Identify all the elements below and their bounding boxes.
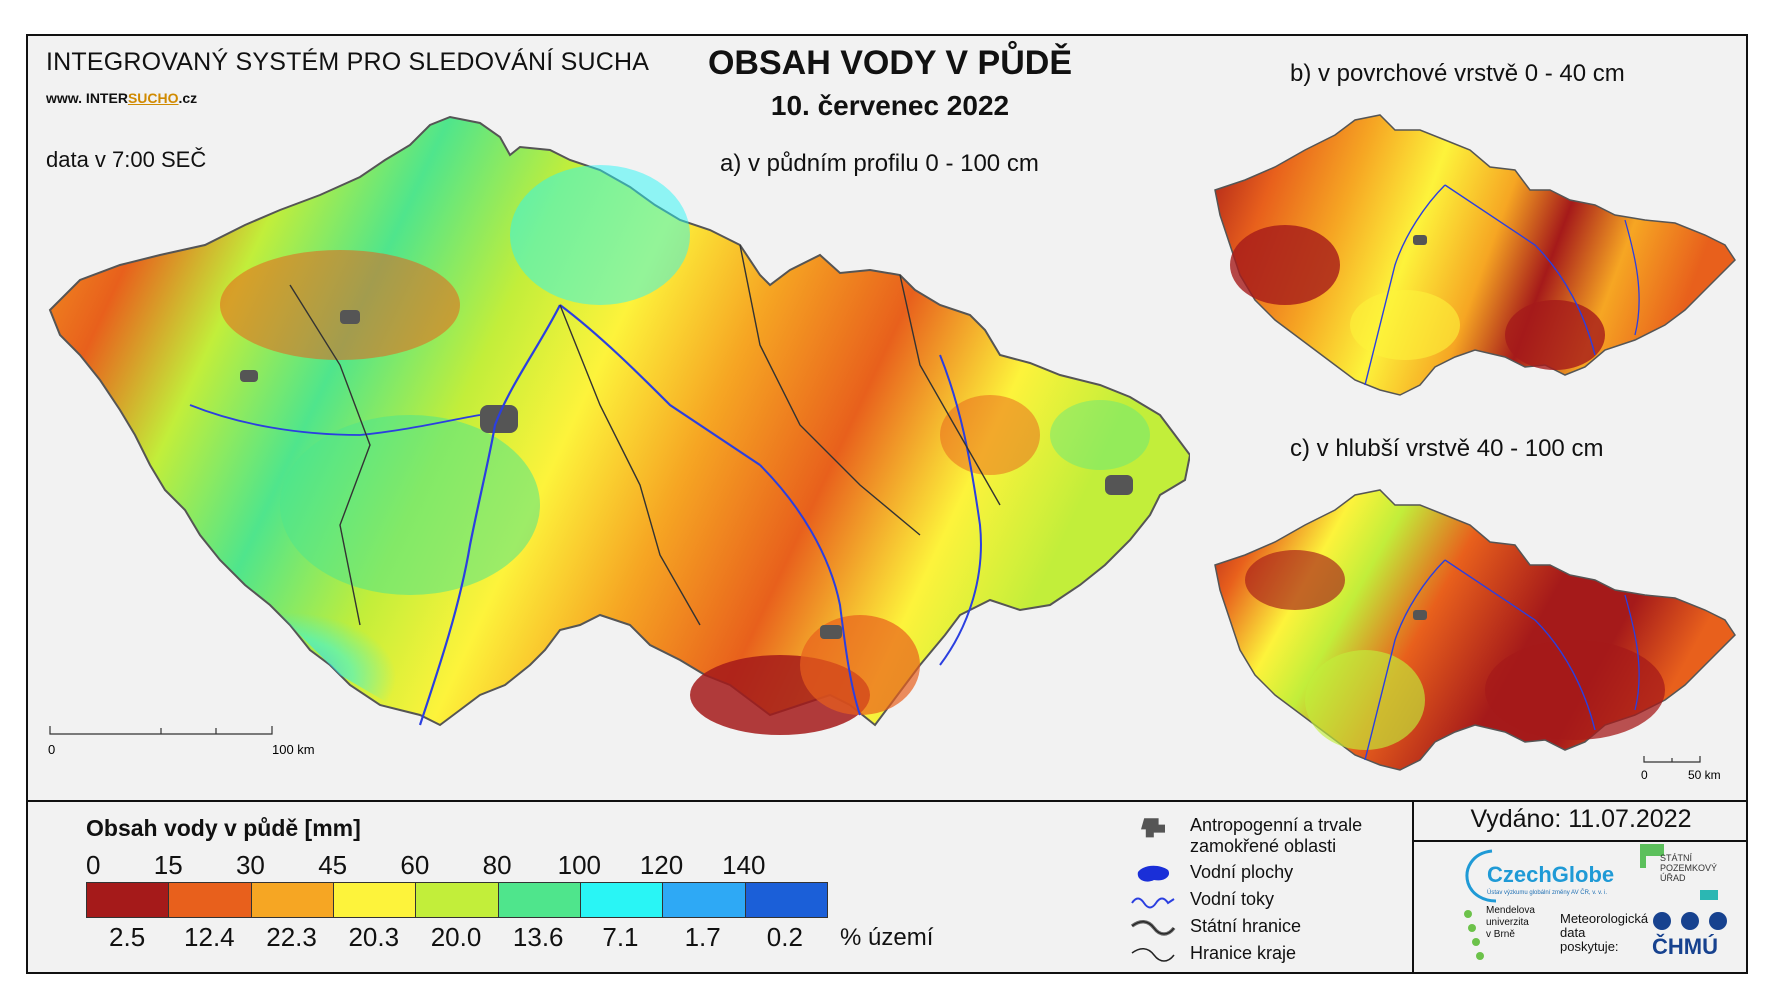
spu-logo-mark: [1640, 844, 1664, 868]
symbol-state-border-label: Státní hranice: [1190, 916, 1302, 936]
data-time: data v 7:00 SEČ: [46, 147, 207, 172]
main-scale-bar: 0 100 km: [48, 726, 315, 757]
legend-area-percent: 13.6: [512, 922, 564, 952]
chmu-logo-mark: [1653, 912, 1727, 930]
legend-color-swatch: [498, 883, 581, 917]
legend-area-percents: 2.5 12.4 22.3 20.3 20.0 13.6 7.1 1.7 0.2: [86, 922, 826, 952]
legend-area-percent: 22.3: [266, 922, 317, 952]
water-body-icon: [1137, 865, 1170, 882]
issued-separator: [1412, 840, 1748, 842]
symbol-water-body-label: Vodní plochy: [1190, 862, 1294, 882]
spu-logo-accent: [1700, 890, 1718, 900]
river-icon: [1131, 897, 1175, 909]
legend-area-unit: % území: [840, 924, 934, 951]
legend-color-swatch: [87, 883, 170, 917]
website-prefix: www. INTER: [46, 90, 128, 106]
system-title: INTEGROVANÝ SYSTÉM PRO SLEDOVÁNÍ SUCHA: [46, 48, 650, 76]
symbol-region-border-label: Hranice kraje: [1190, 943, 1297, 963]
deep-layer-map-label: c) v hlubší vrstvě 40 - 100 cm: [1290, 435, 1604, 462]
mendelu-logo-dots: [1464, 910, 1484, 960]
river-labe: [559, 304, 761, 466]
main-scale-start: 0: [48, 742, 55, 757]
legend-area-percent: 20.0: [430, 922, 482, 952]
legend-area-percent: 1.7: [684, 922, 721, 952]
urban-area-prague: [480, 405, 518, 433]
map-title: OBSAH VODY V PŮDĚ: [707, 44, 1072, 82]
footer-vertical-separator: [1412, 800, 1414, 974]
spu-line-3: ÚŘAD: [1660, 873, 1686, 883]
meteo-line-1: Meteorologická: [1560, 911, 1649, 926]
czechglobe-name: CzechGlobe: [1487, 862, 1615, 887]
mendelu-logo-text: Mendelova univerzita v Brně: [1486, 905, 1535, 941]
legend-color-swatch: [580, 883, 664, 917]
main-scale-end: 100 km: [272, 742, 315, 757]
website-link[interactable]: www. INTERSUCHO.cz: [46, 90, 197, 106]
legend-bound-label: 45: [318, 850, 348, 880]
legend-bound-label: 15: [153, 850, 183, 880]
chmu-logo-text: ČHMÚ: [1652, 934, 1718, 959]
region-border-icon: [1131, 948, 1175, 962]
river-vltava: [418, 304, 561, 726]
legend-title: Obsah vody v půdě [mm]: [86, 815, 361, 841]
legend-bound-label: 100: [557, 850, 602, 880]
legend-bound-label: 30: [235, 850, 265, 880]
spu-line-1: STÁTNÍ: [1660, 853, 1693, 863]
meteo-line-3: poskytuje:: [1560, 939, 1619, 954]
legend-bound-label: 120: [639, 850, 684, 880]
legend-area-percent: 12.4: [184, 922, 235, 952]
mu-line-1: Mendelova: [1486, 905, 1535, 916]
legend-area-percent: 0.2: [766, 922, 803, 952]
urban-area-icon: [1141, 818, 1165, 838]
legend-color-swatch: [663, 883, 746, 917]
legend-color-swatch: [251, 883, 334, 917]
symbol-urban-label-2: zamokřené oblasti: [1190, 836, 1337, 856]
legend-area-percent: 2.5: [109, 922, 146, 952]
issued-date: Vydáno: 11.07.2022: [1470, 805, 1692, 833]
map-date: 10. červenec 2022: [770, 90, 1010, 121]
czechglobe-subtitle: Ústav výzkumu globální změny AV ČR, v. v…: [1487, 890, 1608, 896]
legend-color-bar: [86, 882, 828, 918]
main-map-label: a) v půdním profilu 0 - 100 cm: [720, 150, 1039, 177]
legend-separator: [26, 800, 1748, 802]
legend-color-swatch: [745, 883, 827, 917]
website-suffix: .cz: [178, 90, 198, 106]
state-border-icon: [1130, 920, 1176, 936]
surface-layer-map-label: b) v povrchové vrstvě 0 - 40 cm: [1290, 60, 1625, 87]
small-scale-bar: 0 50 km: [1641, 756, 1721, 782]
czechglobe-logo: [1465, 849, 1497, 903]
small-scale-start: 0: [1641, 768, 1648, 782]
legend-color-swatch: [333, 883, 417, 917]
meteo-data-text: Meteorologická data poskytuje:: [1560, 912, 1648, 954]
meteo-line-2: data: [1560, 925, 1586, 940]
small-scale-end: 50 km: [1688, 768, 1721, 782]
main-soil-moisture-map: [48, 115, 1190, 735]
symbol-urban-label-1: Antropogenní a trvale: [1190, 815, 1363, 835]
legend-bound-label: 0: [86, 850, 101, 880]
legend-class-bounds: 0 15 30 45 60 80 100 120 140: [86, 850, 826, 880]
legend-area-percent: 20.3: [348, 922, 400, 952]
website-brand: SUCHO: [127, 90, 179, 106]
mu-line-3: v Brně: [1486, 929, 1515, 940]
deep-layer-map: [1214, 489, 1736, 771]
legend-bound-label: 140: [722, 850, 766, 880]
spu-line-2: POZEMKOVÝ: [1660, 863, 1718, 873]
spu-logo-text: STÁTNÍ POZEMKOVÝ ÚŘAD: [1660, 853, 1717, 883]
legend-area-percent: 7.1: [602, 922, 639, 952]
mu-line-2: univerzita: [1486, 917, 1529, 928]
symbol-river-label: Vodní toky: [1190, 889, 1275, 909]
legend-color-swatch: [416, 883, 499, 917]
legend-bound-label: 80: [482, 850, 512, 880]
legend-color-swatch: [169, 883, 252, 917]
legend-bound-label: 60: [400, 850, 430, 880]
surface-layer-map: [1214, 114, 1736, 396]
